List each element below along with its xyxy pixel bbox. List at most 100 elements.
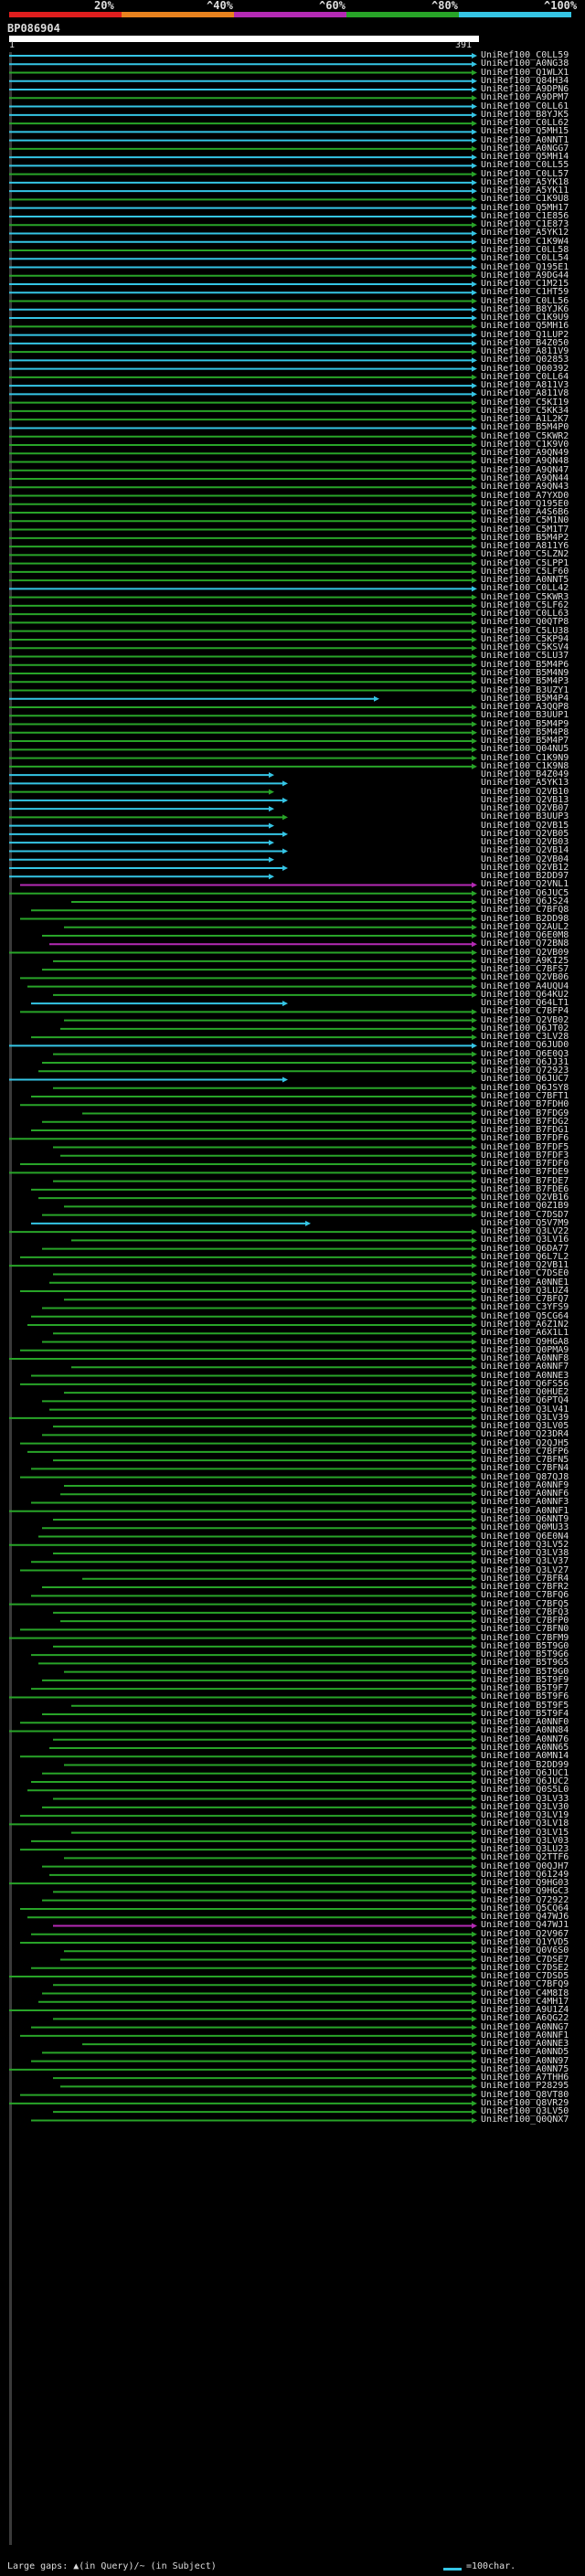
hit-label[interactable]: UniRef100_P28295 — [481, 2081, 569, 2092]
hit-label[interactable]: UniRef100_A9QN49 — [481, 448, 569, 459]
hit-label[interactable]: UniRef100_A0NN65 — [481, 1743, 569, 1753]
hit-label[interactable]: UniRef100_C7BFR4 — [481, 1573, 569, 1584]
hit-label[interactable]: UniRef100_Q2VB10 — [481, 786, 569, 797]
hit-label[interactable]: UniRef100_B3UZY1 — [481, 684, 569, 695]
hit-label[interactable]: UniRef100_C7DSE2 — [481, 1962, 569, 1973]
hit-label[interactable]: UniRef100_C1M215 — [481, 279, 569, 290]
hit-label[interactable]: UniRef100_B5M4P6 — [481, 659, 569, 670]
hit-label[interactable]: UniRef100_C3YFS9 — [481, 1302, 569, 1313]
hit-label[interactable]: UniRef100_Q3LV50 — [481, 2106, 569, 2117]
hit-label[interactable]: UniRef100_B2DD98 — [481, 913, 569, 924]
hit-label[interactable]: UniRef100_B2DD97 — [481, 871, 569, 882]
hit-label[interactable]: UniRef100_A0NNG7 — [481, 2021, 569, 2032]
hit-label[interactable]: UniRef100_B7FDF5 — [481, 1141, 569, 1152]
hit-label[interactable]: UniRef100_Q2VB09 — [481, 947, 569, 958]
hit-label[interactable]: UniRef100_B7FDF3 — [481, 1150, 569, 1161]
hit-label[interactable]: UniRef100_Q1WLX1 — [481, 67, 569, 78]
hit-label[interactable]: UniRef100_A0NNF9 — [481, 1479, 569, 1490]
hit-label[interactable]: UniRef100_C5KK34 — [481, 405, 569, 416]
hit-label[interactable]: UniRef100_C5KI19 — [481, 397, 569, 408]
hit-label[interactable]: UniRef100_C0LL61 — [481, 101, 569, 111]
hit-label[interactable]: UniRef100_Q0PMA9 — [481, 1344, 569, 1355]
hit-label[interactable]: UniRef100_A0NNE3 — [481, 2039, 569, 2050]
hit-label[interactable]: UniRef100_A0NNE1 — [481, 1277, 569, 1288]
hit-label[interactable]: UniRef100_Q0QNX7 — [481, 2115, 569, 2125]
hit-label[interactable]: UniRef100_C5LF62 — [481, 599, 569, 610]
hit-label[interactable]: UniRef100_A0NNT1 — [481, 134, 569, 145]
hit-label[interactable]: UniRef100_A1L2K7 — [481, 414, 569, 425]
hit-label[interactable]: UniRef100_C7DSE0 — [481, 1268, 569, 1279]
hit-label[interactable]: UniRef100_Q6E0Q3 — [481, 1048, 569, 1059]
hit-label[interactable]: UniRef100_C7DSD7 — [481, 1209, 569, 1220]
hit-label[interactable]: UniRef100_C1K9N8 — [481, 760, 569, 771]
hit-label[interactable]: UniRef100_A0NND5 — [481, 2047, 569, 2058]
hit-label[interactable]: UniRef100_Q2VB05 — [481, 828, 569, 839]
hit-label[interactable]: UniRef100_C7BFN4 — [481, 1463, 569, 1474]
hit-label[interactable]: UniRef100_A0NNF3 — [481, 1497, 569, 1508]
hit-label[interactable]: UniRef100_A0NN97 — [481, 2055, 569, 2066]
hit-label[interactable]: UniRef100_A9DPM7 — [481, 92, 569, 103]
hit-label[interactable]: UniRef100_C1K9U8 — [481, 194, 569, 205]
hit-label[interactable]: UniRef100_C7BFP4 — [481, 1006, 569, 1017]
hit-label[interactable]: UniRef100_C7BFR2 — [481, 1582, 569, 1593]
hit-label[interactable]: UniRef100_A9DPN6 — [481, 84, 569, 95]
hit-label[interactable]: UniRef100_B5T9G6 — [481, 1649, 569, 1660]
hit-label[interactable]: UniRef100_B5M4P0 — [481, 422, 569, 433]
hit-label[interactable]: UniRef100_Q2VNL1 — [481, 879, 569, 890]
hit-label[interactable]: UniRef100_A5YK12 — [481, 228, 569, 239]
hit-label[interactable]: UniRef100_B5T9G0 — [481, 1640, 569, 1651]
hit-label[interactable]: UniRef100_C7BFQ5 — [481, 1598, 569, 1609]
hit-label[interactable]: UniRef100_Q00392 — [481, 363, 569, 374]
hit-label[interactable]: UniRef100_Q9HG03 — [481, 1878, 569, 1889]
hit-label[interactable]: UniRef100_A0NN84 — [481, 1725, 569, 1736]
hit-label[interactable]: UniRef100_C0LL64 — [481, 371, 569, 382]
hit-label[interactable]: UniRef100_B5T9F4 — [481, 1708, 569, 1719]
hit-label[interactable]: UniRef100_C7BFN0 — [481, 1624, 569, 1635]
hit-label[interactable]: UniRef100_A811V8 — [481, 388, 569, 399]
hit-label[interactable]: UniRef100_Q6JSY8 — [481, 1082, 569, 1093]
hit-label[interactable]: UniRef100_C7BFP6 — [481, 1446, 569, 1457]
hit-label[interactable]: UniRef100_Q2VB06 — [481, 972, 569, 983]
hit-label[interactable]: UniRef100_Q6PTQ4 — [481, 1395, 569, 1406]
hit-label[interactable]: UniRef100_B5M4P8 — [481, 726, 569, 737]
hit-label[interactable]: UniRef100_Q23DR4 — [481, 1429, 569, 1440]
hit-label[interactable]: UniRef100_C3LV28 — [481, 1032, 569, 1043]
hit-label[interactable]: UniRef100_Q0HUE2 — [481, 1387, 569, 1398]
hit-label[interactable]: UniRef100_Q3LV18 — [481, 1818, 569, 1829]
hit-label[interactable]: UniRef100_Q5CQ64 — [481, 1903, 569, 1913]
hit-label[interactable]: UniRef100_C7DSD5 — [481, 1971, 569, 1982]
hit-label[interactable]: UniRef100_A5YK11 — [481, 186, 569, 196]
hit-label[interactable]: UniRef100_C5LZN2 — [481, 549, 569, 560]
hit-label[interactable]: UniRef100_C7DSE7 — [481, 1954, 569, 1965]
hit-label[interactable]: UniRef100_Q04NU5 — [481, 744, 569, 755]
hit-label[interactable]: UniRef100_B3UUP1 — [481, 710, 569, 721]
hit-label[interactable]: UniRef100_Q6JS24 — [481, 896, 569, 906]
hit-label[interactable]: UniRef100_B7FDF6 — [481, 1133, 569, 1144]
hit-label[interactable]: UniRef100_B8YJK6 — [481, 303, 569, 314]
hit-label[interactable]: UniRef100_Q2VB11 — [481, 1260, 569, 1271]
hit-label[interactable]: UniRef100_Q72922 — [481, 1894, 569, 1905]
hit-label[interactable]: UniRef100_Q3LV37 — [481, 1556, 569, 1567]
hit-label[interactable]: UniRef100_Q0Z1B9 — [481, 1201, 569, 1212]
hit-label[interactable]: UniRef100_Q6JT02 — [481, 1023, 569, 1034]
hit-label[interactable]: UniRef100_Q6DA77 — [481, 1243, 569, 1254]
hit-label[interactable]: UniRef100_C5LU37 — [481, 651, 569, 662]
hit-label[interactable]: UniRef100_Q3LV03 — [481, 1835, 569, 1846]
hit-label[interactable]: UniRef100_Q2VB02 — [481, 1014, 569, 1025]
hit-label[interactable]: UniRef100_A0NN75 — [481, 2063, 569, 2074]
hit-label[interactable]: UniRef100_C5KWR2 — [481, 430, 569, 441]
hit-label[interactable]: UniRef100_B3UUP3 — [481, 811, 569, 822]
hit-label[interactable]: UniRef100_C0LL59 — [481, 50, 569, 60]
hit-label[interactable]: UniRef100_Q5CG64 — [481, 1310, 569, 1321]
hit-label[interactable]: UniRef100_Q84H34 — [481, 75, 569, 86]
hit-label[interactable]: UniRef100_Q3LV22 — [481, 1226, 569, 1237]
hit-label[interactable]: UniRef100_C7BFQ6 — [481, 1590, 569, 1601]
hit-label[interactable]: UniRef100_Q87QJ8 — [481, 1471, 569, 1482]
hit-label[interactable]: UniRef100_A6Z1N2 — [481, 1320, 569, 1330]
hit-label[interactable]: UniRef100_Q2VB16 — [481, 1193, 569, 1203]
hit-label[interactable]: UniRef100_C5KWR3 — [481, 591, 569, 602]
hit-label[interactable]: UniRef100_A9QN48 — [481, 456, 569, 467]
hit-label[interactable]: UniRef100_Q3LV39 — [481, 1412, 569, 1423]
hit-label[interactable]: UniRef100_Q3LV38 — [481, 1548, 569, 1559]
hit-label[interactable]: UniRef100_Q61249 — [481, 1869, 569, 1880]
